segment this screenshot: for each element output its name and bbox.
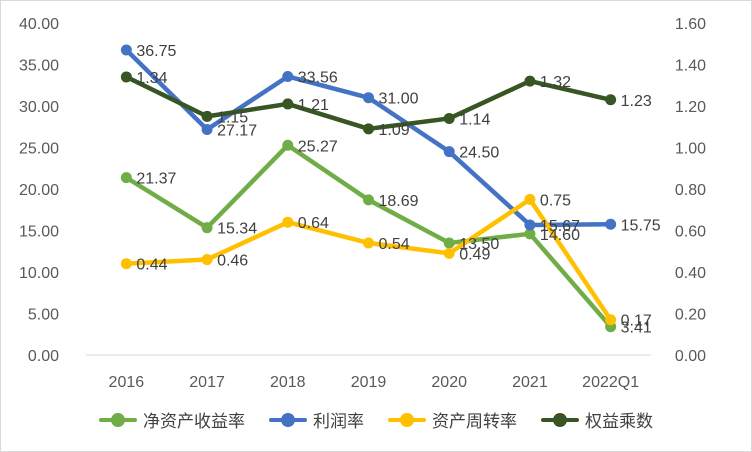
y-right-tick-label: 0.20 [675, 307, 706, 324]
data-point [443, 247, 455, 259]
x-tick-label: 2022Q1 [582, 374, 639, 391]
y-left-tick-label: 10.00 [19, 265, 59, 282]
legend-label: 利润率 [313, 412, 364, 431]
y-left-tick-label: 15.00 [19, 224, 59, 241]
y-right-tick-label: 1.40 [675, 58, 706, 75]
data-point [605, 314, 617, 326]
legend-item-profit-margin: 利润率 [269, 407, 364, 432]
y-left-tick-label: 40.00 [19, 16, 59, 33]
data-point [524, 219, 536, 231]
data-point [120, 172, 132, 184]
data-label: 0.54 [379, 236, 410, 253]
data-label: 13.50 [459, 236, 499, 253]
legend-item-roe: 净资产收益率 [99, 407, 245, 432]
y-right-tick-label: 1.60 [675, 16, 706, 33]
data-point [201, 110, 213, 122]
data-point [363, 237, 374, 249]
data-label: 14.60 [540, 227, 580, 244]
data-point [201, 222, 213, 234]
x-tick-label: 2016 [109, 374, 145, 391]
data-point [282, 70, 294, 82]
data-label: 1.23 [621, 93, 652, 110]
data-point [282, 139, 294, 151]
data-label: 15.75 [621, 217, 661, 234]
y-left-tick-label: 5.00 [28, 307, 59, 324]
data-point [120, 71, 132, 83]
data-point [120, 258, 132, 270]
y-left-tick-label: 0.00 [28, 348, 59, 365]
data-point [120, 44, 132, 56]
data-label: 15.67 [540, 218, 580, 235]
x-tick-label: 2018 [270, 374, 306, 391]
data-label: 1.34 [136, 70, 167, 87]
y-right-tick-label: 1.20 [675, 99, 706, 116]
data-label: 0.49 [459, 246, 490, 263]
legend-swatch-profit-margin [269, 412, 307, 427]
data-point [282, 216, 294, 228]
data-point [363, 92, 374, 104]
data-label: 27.17 [217, 122, 257, 139]
x-tick-label: 2021 [512, 374, 548, 391]
data-point [282, 98, 294, 110]
plot-area: 0.00 5.00 10.00 15.00 20.00 25.00 30.00 35.00 40… [19, 16, 706, 391]
data-point [363, 123, 374, 135]
data-label: 24.50 [459, 145, 499, 162]
legend-item-asset-turnover: 资产周转率 [388, 407, 517, 432]
data-point [524, 75, 536, 87]
y-right-tick-label: 0.60 [675, 224, 706, 241]
data-point [605, 94, 617, 106]
data-label: 1.14 [459, 111, 490, 128]
data-label: 33.56 [298, 69, 338, 86]
data-point [201, 254, 213, 266]
data-point [443, 112, 455, 124]
x-tick-label: 2019 [351, 374, 387, 391]
y-left-tick-label: 20.00 [19, 182, 59, 199]
x-tick-label: 2017 [189, 374, 225, 391]
y-left-tick-label: 35.00 [19, 58, 59, 75]
y-left-tick-label: 25.00 [19, 141, 59, 158]
data-point [443, 146, 455, 158]
data-label: 1.09 [379, 122, 410, 139]
data-label: 1.32 [540, 74, 571, 91]
data-point [363, 194, 374, 206]
data-label: 31.00 [379, 91, 419, 108]
data-label: 0.46 [217, 253, 248, 270]
data-label: 18.69 [379, 193, 419, 210]
series-line [124, 143, 613, 329]
data-label: 1.21 [298, 97, 329, 114]
data-label: 1.15 [217, 109, 248, 126]
data-point [524, 193, 536, 205]
y-right-tick-label: 0.40 [675, 265, 706, 282]
data-label: 0.44 [136, 257, 167, 274]
y-right-tick-label: 0.00 [675, 348, 706, 365]
legend-item-equity-multiplier: 权益乘数 [541, 407, 653, 432]
data-label: 0.17 [621, 313, 652, 330]
legend-label: 权益乘数 [585, 412, 653, 431]
data-label: 36.75 [136, 43, 176, 60]
data-label: 0.75 [540, 192, 571, 209]
legend-label: 净资产收益率 [143, 412, 245, 431]
data-point [605, 218, 617, 230]
data-label: 0.64 [298, 215, 329, 232]
legend-swatch-asset-turnover [388, 412, 426, 427]
legend: 净资产收益率 利润率 资产周转率 权益乘数 [1, 407, 751, 432]
data-label: 21.37 [136, 171, 176, 188]
data-point [201, 123, 213, 135]
legend-swatch-roe [99, 412, 137, 427]
data-point [443, 237, 455, 249]
x-tick-label: 2020 [431, 374, 467, 391]
y-right-tick-label: 0.80 [675, 182, 706, 199]
data-label: 15.34 [217, 221, 257, 238]
legend-swatch-equity-multiplier [541, 412, 579, 427]
y-left-tick-label: 30.00 [19, 99, 59, 116]
data-label: 25.27 [298, 138, 338, 155]
y-right-tick-label: 1.00 [675, 141, 706, 158]
data-label: 3.41 [621, 320, 652, 337]
legend-label: 资产周转率 [432, 412, 517, 431]
data-point [524, 228, 536, 240]
series-line [124, 197, 613, 322]
